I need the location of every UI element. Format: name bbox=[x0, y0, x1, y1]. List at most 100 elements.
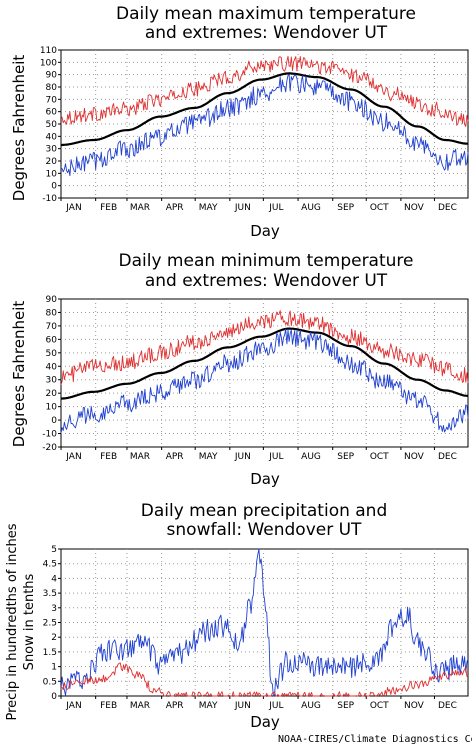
x-tick-label: NOV bbox=[404, 203, 425, 213]
min-temperature-chart: Daily mean minimum temperature and extre… bbox=[10, 251, 469, 488]
y-tick-label: 4 bbox=[51, 574, 57, 584]
x-tick-label: MAR bbox=[130, 452, 150, 462]
y-tick-label: 70 bbox=[46, 95, 58, 105]
y-tick-label: 20 bbox=[46, 389, 58, 399]
x-tick-label: FEB bbox=[100, 452, 117, 462]
y-tick-label: 0 bbox=[51, 416, 57, 426]
x-tick-label: JAN bbox=[65, 452, 81, 462]
x-tick-label: FEB bbox=[100, 203, 117, 213]
y-tick-label: 20 bbox=[46, 157, 58, 167]
x-tick-label: JUN bbox=[234, 452, 251, 462]
x-tick-label: FEB bbox=[100, 701, 117, 711]
x-tick-label: MAY bbox=[199, 701, 218, 711]
y-tick-label: 10 bbox=[46, 403, 58, 413]
plot-frame bbox=[60, 298, 469, 448]
x-tick-label: APR bbox=[166, 203, 184, 213]
x-tick-label: MAR bbox=[130, 701, 150, 711]
chart-title-line-2: and extremes: Wendover UT bbox=[145, 23, 388, 43]
x-tick-label: NOV bbox=[404, 701, 425, 711]
x-tick-label: DEC bbox=[438, 203, 457, 213]
y-tick-label: 100 bbox=[40, 58, 57, 68]
series-line-mean bbox=[60, 327, 469, 400]
precipitation-chart: Daily mean precipitation and snowfall: W… bbox=[5, 501, 469, 731]
chart-title-line-2: and extremes: Wendover UT bbox=[145, 271, 388, 291]
series-line-snowfall bbox=[60, 662, 469, 697]
x-tick-label: JUN bbox=[234, 203, 251, 213]
y-tick-label: 110 bbox=[40, 46, 57, 56]
y-tick-label: 4.5 bbox=[43, 560, 57, 570]
chart-title-line-1: Daily mean maximum temperature bbox=[116, 4, 416, 24]
x-tick-label: SEP bbox=[337, 452, 354, 462]
series-line-mean bbox=[60, 72, 468, 147]
y-axis-label: Degrees Fahrenheit bbox=[10, 55, 28, 202]
max-temperature-chart: Daily mean maximum temperature and extre… bbox=[10, 4, 469, 240]
y-tick-label: 90 bbox=[46, 295, 58, 305]
x-tick-label: AUG bbox=[301, 203, 321, 213]
x-tick-label: APR bbox=[166, 701, 184, 711]
series-line-record-high bbox=[60, 310, 469, 385]
series-line-record-low bbox=[60, 74, 469, 177]
x-tick-label: MAR bbox=[130, 203, 150, 213]
x-tick-label: MAY bbox=[199, 452, 218, 462]
x-tick-label: JUN bbox=[234, 701, 251, 711]
x-tick-label: OCT bbox=[370, 701, 389, 711]
y-axis-label-line-1: Precip in hundredths of inches bbox=[5, 523, 20, 720]
y-tick-label: 60 bbox=[46, 335, 58, 345]
series-line-record-low bbox=[60, 328, 469, 434]
x-tick-label: SEP bbox=[337, 701, 354, 711]
y-tick-label: 90 bbox=[46, 71, 58, 81]
chart-title-line-1: Daily mean precipitation and bbox=[141, 501, 388, 521]
y-tick-label: 40 bbox=[46, 132, 58, 142]
y-tick-label: 80 bbox=[46, 83, 58, 93]
y-tick-label: 40 bbox=[46, 362, 58, 372]
x-tick-label: DEC bbox=[438, 701, 457, 711]
y-tick-label: -10 bbox=[42, 194, 57, 204]
y-tick-label: 10 bbox=[46, 169, 58, 179]
x-axis-label: Day bbox=[250, 713, 280, 731]
y-axis-label: Degrees Fahrenheit bbox=[10, 301, 28, 448]
x-tick-label: MAY bbox=[199, 203, 218, 213]
y-tick-label: 70 bbox=[46, 322, 58, 332]
y-tick-label: 0 bbox=[51, 182, 57, 192]
y-tick-label: 30 bbox=[46, 145, 58, 155]
x-tick-label: JUL bbox=[268, 203, 283, 213]
y-tick-label: 3 bbox=[51, 604, 57, 614]
y-tick-label: 50 bbox=[46, 349, 58, 359]
x-tick-label: JAN bbox=[65, 701, 81, 711]
y-tick-label: 0.5 bbox=[43, 677, 57, 687]
x-tick-label: AUG bbox=[301, 452, 321, 462]
y-tick-label: 2.5 bbox=[43, 619, 57, 629]
y-tick-label: -10 bbox=[42, 430, 57, 440]
x-tick-label: JAN bbox=[65, 203, 81, 213]
chart-title-line-2: snowfall: Wendover UT bbox=[167, 520, 363, 540]
x-axis-label: Day bbox=[250, 470, 280, 488]
series-line-precipitation bbox=[60, 548, 469, 697]
x-tick-label: AUG bbox=[301, 701, 321, 711]
y-tick-label: 50 bbox=[46, 120, 58, 130]
y-tick-label: 0 bbox=[51, 692, 57, 702]
x-tick-label: OCT bbox=[370, 452, 389, 462]
y-tick-label: 1.5 bbox=[43, 648, 57, 658]
y-tick-label: 60 bbox=[46, 108, 58, 118]
credit-text: NOAA-CIRES/Climate Diagnostics Center bbox=[278, 734, 472, 745]
x-tick-label: DEC bbox=[438, 452, 457, 462]
x-tick-label: NOV bbox=[404, 452, 425, 462]
y-tick-label: 3.5 bbox=[43, 589, 57, 599]
chart-title-line-1: Daily mean minimum temperature bbox=[119, 251, 414, 271]
y-axis-label-line-2: Snow in tenths bbox=[22, 573, 37, 670]
x-tick-label: SEP bbox=[337, 203, 354, 213]
y-tick-label: 80 bbox=[46, 308, 58, 318]
x-axis-label: Day bbox=[250, 222, 280, 240]
y-tick-label: 30 bbox=[46, 376, 58, 386]
series-line-record-high bbox=[60, 55, 469, 127]
y-tick-label: 1 bbox=[51, 663, 57, 673]
y-tick-label: -20 bbox=[42, 443, 57, 453]
y-tick-label: 5 bbox=[51, 545, 57, 555]
plot-frame bbox=[60, 49, 469, 199]
x-tick-label: OCT bbox=[370, 203, 389, 213]
x-tick-label: APR bbox=[166, 452, 184, 462]
x-tick-label: JUL bbox=[268, 701, 283, 711]
y-tick-label: 2 bbox=[51, 633, 57, 643]
x-tick-label: JUL bbox=[268, 452, 283, 462]
